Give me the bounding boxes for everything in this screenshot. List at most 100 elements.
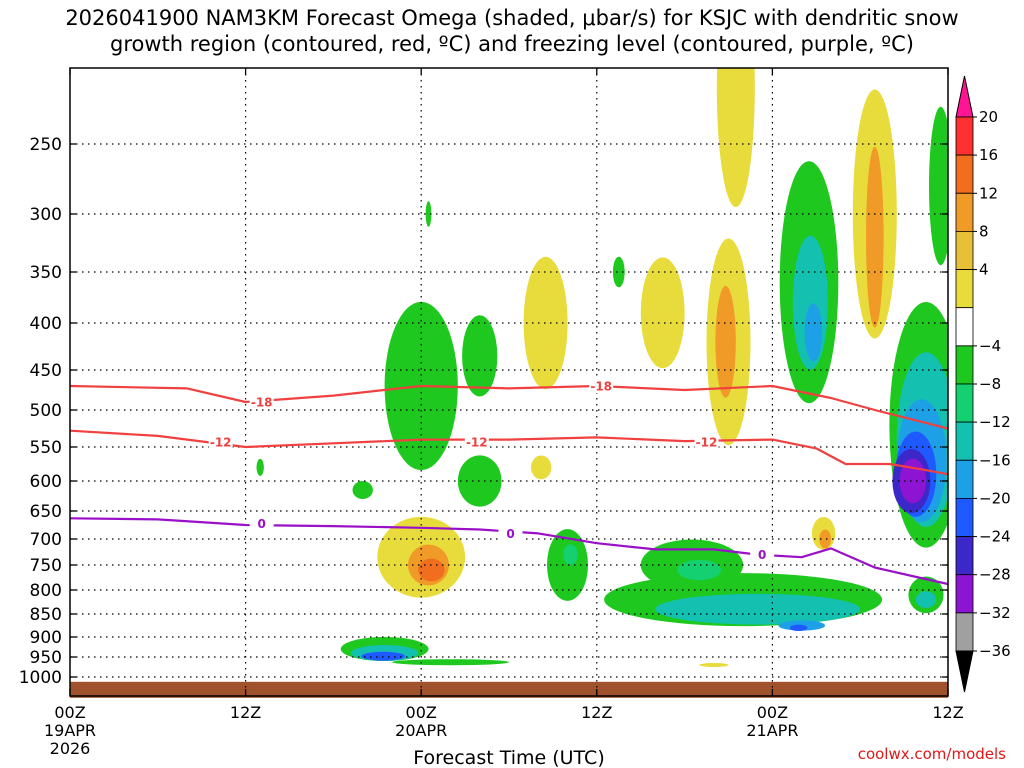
colorbar-swatch-12 <box>955 574 974 614</box>
isotherm-minus12-line <box>70 429 948 476</box>
x-axis-label: Forecast Time (UTC) <box>413 747 604 768</box>
y-tick-label-650: 650 <box>30 502 62 522</box>
contour-label-bg-2 <box>464 434 489 449</box>
colorbar-label-2: 12 <box>979 184 998 202</box>
grid-lines <box>70 68 948 696</box>
omega-cell-21 <box>716 68 755 207</box>
omega-cell-26 <box>866 146 884 328</box>
omega-cell-45 <box>615 258 623 286</box>
y-tick-label-700: 700 <box>30 530 62 550</box>
x-tick-label-48: 00Z <box>757 703 788 722</box>
omega-cell-1 <box>462 315 498 397</box>
contour-label-6: 0 <box>506 527 514 541</box>
x-tick-label-0: 00Z <box>54 703 85 722</box>
colorbar-label-9: −20 <box>979 489 1011 507</box>
omega-cell-16 <box>563 544 578 565</box>
omega-cell-15 <box>547 529 588 601</box>
contour-label-2: -12 <box>466 435 488 449</box>
x-tick-label-24: 00Z <box>406 703 437 722</box>
colorbar-label-3: 8 <box>979 222 989 240</box>
colorbar-label-5: −4 <box>979 337 1001 355</box>
contour-label-1: -12 <box>210 435 232 449</box>
omega-cell-35 <box>677 559 722 581</box>
x-tick-year-0: 2026 <box>50 739 91 758</box>
omega-cell-46 <box>699 663 729 667</box>
contour-label-0: -18 <box>251 396 273 410</box>
plot-frame <box>69 67 949 697</box>
contour-label-bg-3 <box>694 434 719 449</box>
contour-label-5: 0 <box>258 517 266 531</box>
colorbar-swatch-13 <box>955 612 974 652</box>
y-tick-label-250: 250 <box>30 135 62 155</box>
y-tick-label-800: 800 <box>30 581 62 601</box>
colorbar-swatch-6 <box>955 345 974 385</box>
x-tick-date-0: 19APR <box>44 721 96 740</box>
contour-label-3: -12 <box>696 435 718 449</box>
colorbar: 20 16 12 8 4 −4 −8 −12 −16 −20 −24 −28 −32 −36 <box>955 75 1011 693</box>
omega-cell-43 <box>915 591 937 608</box>
y-tick-label-750: 750 <box>30 556 62 576</box>
contour-label-7: 0 <box>758 548 766 562</box>
colorbar-swatch-5 <box>955 307 974 347</box>
colorbar-swatch-11 <box>955 536 974 576</box>
omega-cell-31 <box>655 593 861 625</box>
omega-cell-27 <box>846 0 890 32</box>
y-tick-label-400: 400 <box>30 314 62 334</box>
colorbar-label-13: −36 <box>979 642 1011 660</box>
y-tick-label-450: 450 <box>30 361 62 381</box>
colorbar-swatch-2 <box>955 192 974 232</box>
chart-title-line-1: 2026041900 NAM3KM Forecast Omega (shaded… <box>65 6 959 30</box>
colorbar-swatch-7 <box>955 383 974 423</box>
watermark: coolwx.com/models <box>857 745 1006 763</box>
contour-label-bg-6 <box>498 526 523 541</box>
colorbar-swatch-0 <box>955 116 974 156</box>
colorbar-label-8: −16 <box>979 451 1011 469</box>
omega-cell-5 <box>425 201 432 227</box>
omega-cell-33 <box>789 624 808 631</box>
x-tick-label-60: 12Z <box>932 703 963 722</box>
omega-cell-9 <box>531 455 552 480</box>
omega-cell-44 <box>929 106 948 266</box>
y-tick-label-500: 500 <box>30 401 62 421</box>
colorbar-label-7: −12 <box>979 413 1011 431</box>
contour-label-bg-5 <box>249 516 274 531</box>
colorbar-label-12: −32 <box>979 604 1011 622</box>
colorbar-label-4: 4 <box>979 261 989 279</box>
colorbar-bottom-arrow <box>955 650 974 693</box>
y-tick-label-950: 950 <box>30 648 62 668</box>
omega-cell-3 <box>352 481 373 499</box>
x-tick-date-48: 21APR <box>746 721 798 740</box>
omega-cell-20 <box>715 285 736 398</box>
colorbar-label-6: −8 <box>979 375 1001 393</box>
omega-cell-12 <box>361 651 406 661</box>
omega-cell-24 <box>804 303 823 362</box>
colorbar-swatch-4 <box>955 269 974 309</box>
contour-label-bg-4 <box>589 379 614 393</box>
omega-cell-8 <box>418 558 445 582</box>
colorbar-swatch-9 <box>955 459 974 499</box>
freezing-level-line <box>70 517 948 586</box>
omega-cell-18 <box>640 257 685 369</box>
contour-label-4: -18 <box>590 380 612 394</box>
y-tick-label-300: 300 <box>30 205 62 225</box>
contour-labels: -18 -12 -12 -12 -18 0 0 0 <box>208 379 775 562</box>
y-tick-label-550: 550 <box>30 438 62 458</box>
x-tick-label-36: 12Z <box>581 703 612 722</box>
colorbar-label-0: 20 <box>979 108 998 126</box>
omega-cell-4 <box>256 458 264 476</box>
omega-cell-29 <box>819 529 831 549</box>
contour-label-bg-1 <box>208 434 233 449</box>
ground-surface <box>70 681 948 698</box>
x-tick-date-24: 20APR <box>395 721 447 740</box>
chart-title-line-2: growth region (contoured, red, ºC) and f… <box>110 32 914 56</box>
omega-cell-14 <box>457 455 502 507</box>
colorbar-swatch-8 <box>955 421 974 461</box>
y-tick-label-600: 600 <box>30 472 62 492</box>
contour-label-bg-0 <box>249 395 274 409</box>
omega-shading <box>256 0 948 667</box>
colorbar-label-11: −28 <box>979 566 1011 584</box>
contour-label-bg-7 <box>750 547 775 562</box>
colorbar-label-10: −24 <box>979 528 1011 546</box>
